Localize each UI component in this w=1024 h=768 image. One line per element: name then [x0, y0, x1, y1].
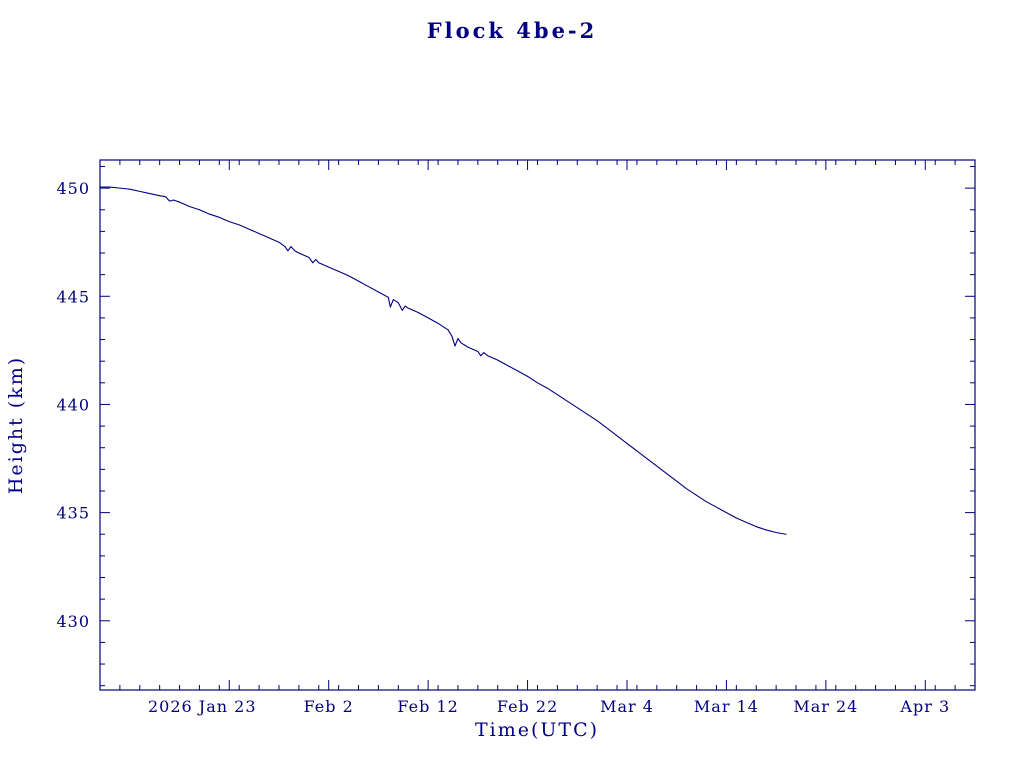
x-tick-label: Feb 22 — [497, 697, 558, 716]
x-tick-label: Mar 4 — [600, 697, 654, 716]
x-tick-label: Apr 3 — [899, 697, 950, 716]
x-tick-label: Mar 24 — [793, 697, 858, 716]
x-tick-label: Feb 12 — [397, 697, 458, 716]
chart-title: Flock 4be-2 — [426, 18, 598, 43]
x-axis-ticks — [99, 160, 976, 690]
x-tick-labels: 2026 Jan 23 Feb 2 Feb 12 Feb 22 Mar 4 Mar 14 M… — [148, 697, 950, 716]
data-line — [99, 186, 787, 535]
x-tick-label: 2026 Jan 23 — [148, 697, 257, 716]
plot-border — [99, 159, 976, 691]
x-tick-label: Mar 14 — [694, 697, 759, 716]
y-tick-label: 450 — [56, 179, 90, 198]
y-tick-label: 435 — [56, 504, 90, 523]
y-tick-labels: 430 435 440 445 450 — [56, 179, 90, 631]
x-axis-title: Time(UTC) — [474, 719, 600, 741]
y-tick-label: 440 — [56, 395, 90, 414]
x-tick-label: Feb 2 — [304, 697, 354, 716]
y-tick-label: 430 — [56, 612, 90, 631]
y-axis-ticks — [100, 165, 975, 687]
series-height_km — [99, 186, 787, 535]
y-tick-label: 445 — [56, 287, 90, 306]
